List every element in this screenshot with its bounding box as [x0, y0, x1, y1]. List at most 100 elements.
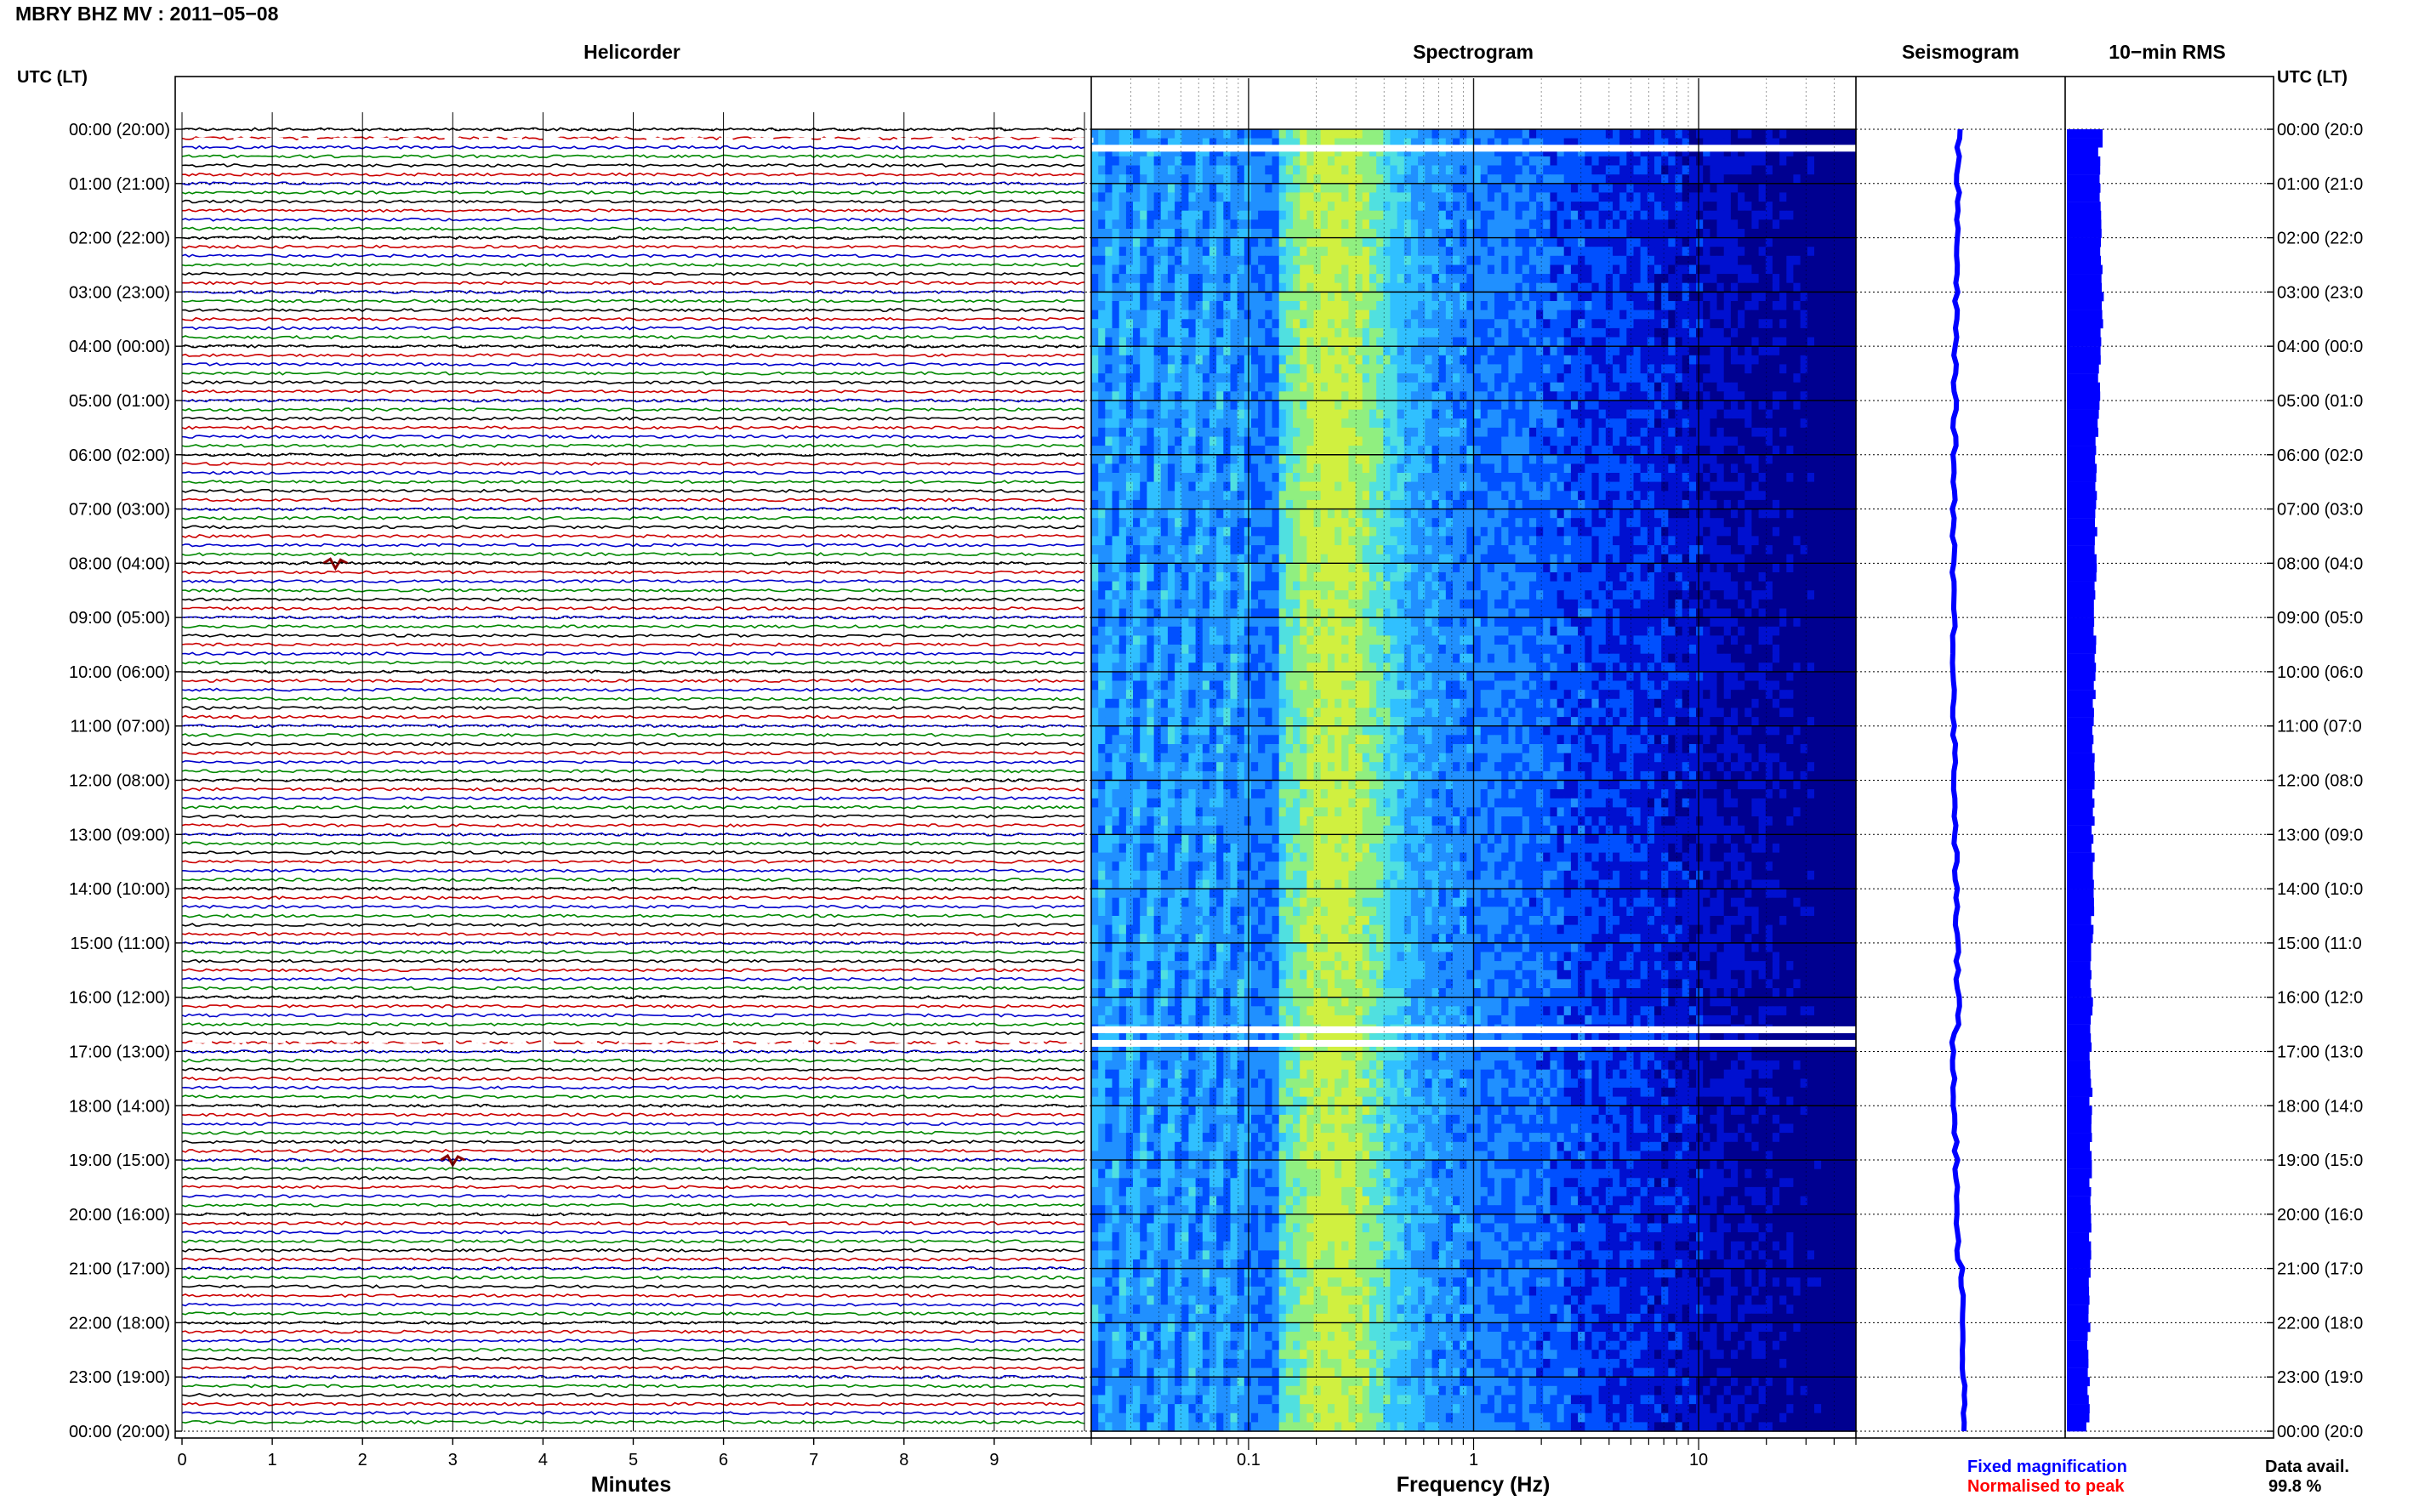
spectrogram-cell — [1383, 138, 1392, 148]
spectrogram-cell — [1355, 219, 1363, 230]
spectrogram-cell — [1460, 509, 1467, 519]
spectrogram-cell — [1494, 401, 1502, 411]
spectrogram-cell — [1654, 129, 1662, 139]
spectrogram-cell — [1814, 427, 1822, 438]
spectrogram-cell — [1480, 364, 1488, 374]
spectrogram-cell — [1466, 481, 1475, 492]
spectrogram-cell — [1585, 292, 1593, 302]
spectrogram-cell — [1793, 509, 1801, 519]
spectrogram-cell — [1501, 364, 1509, 374]
spectrogram-cell — [1563, 418, 1572, 429]
spectrogram-cell — [1682, 473, 1690, 483]
spectrogram-cell — [1327, 382, 1335, 392]
spectrogram-cell — [1515, 156, 1523, 167]
spectrogram-cell — [1765, 391, 1773, 401]
spectrogram-cell — [1167, 463, 1175, 474]
spectrogram-cell — [1473, 229, 1482, 239]
spectrogram-cell — [1751, 327, 1760, 338]
spectrogram-cell — [1675, 174, 1683, 185]
spectrogram-cell — [1828, 247, 1836, 257]
spectrogram-cell — [1536, 499, 1544, 510]
spectrogram-cell — [1335, 147, 1342, 157]
spectrogram-cell — [1341, 427, 1349, 438]
spectrogram-cell — [1835, 210, 1843, 220]
spectrogram-cell — [1445, 346, 1454, 356]
spectrogram-cell — [1480, 255, 1488, 265]
spectrogram-cell — [1528, 436, 1537, 446]
spectrogram-cell — [1431, 192, 1440, 202]
spectrogram-cell — [1528, 382, 1537, 392]
spectrogram-cell — [1738, 473, 1745, 483]
spectrogram-cell — [1550, 292, 1558, 302]
spectrogram-cell — [1668, 473, 1676, 483]
spectrogram-cell — [1251, 319, 1259, 329]
spectrogram-cell — [1626, 499, 1635, 510]
spectrogram-cell — [1390, 138, 1398, 148]
spectrogram-cell — [1848, 247, 1857, 257]
spectrogram-cell — [1654, 282, 1662, 293]
spectrogram-cell — [1570, 192, 1579, 202]
spectrogram-cell — [1730, 319, 1739, 329]
spectrogram-cell — [1793, 327, 1801, 338]
spectrogram-cell — [1175, 499, 1182, 510]
spectrogram-cell — [1786, 301, 1795, 311]
spectrogram-cell — [1480, 418, 1488, 429]
spectrogram-cell — [1306, 183, 1315, 193]
spectrogram-cell — [1125, 229, 1134, 239]
spectrogram-cell — [1716, 129, 1725, 139]
spectrogram-cell — [1682, 499, 1690, 510]
spectrogram-cell — [1821, 255, 1829, 265]
spectrogram-cell — [1091, 147, 1099, 157]
spectrogram-cell — [1278, 138, 1287, 148]
spectrogram-cell — [1758, 138, 1767, 148]
spectrogram-cell — [1807, 165, 1815, 175]
spectrogram-cell — [1710, 255, 1718, 265]
spectrogram-cell — [1654, 391, 1662, 401]
spectrogram-cell — [1091, 202, 1099, 212]
spectrogram-cell — [1244, 436, 1252, 446]
spectrogram-cell — [1410, 183, 1419, 193]
spectrogram-cell — [1786, 436, 1795, 446]
spectrogram-cell — [1147, 491, 1155, 501]
spectrogram-cell — [1723, 219, 1732, 230]
spectrogram-cell — [1814, 202, 1822, 212]
spectrogram-cell — [1410, 202, 1419, 212]
spectrogram-cell — [1730, 183, 1739, 193]
spectrogram-cell — [1118, 301, 1127, 311]
spectrogram-cell — [1647, 337, 1655, 347]
spectrogram-cell — [1313, 165, 1322, 175]
spectrogram-cell — [1216, 192, 1224, 202]
spectrogram-cell — [1543, 274, 1551, 284]
spectrogram-cell — [1536, 210, 1544, 220]
spectrogram-cell — [1418, 319, 1426, 329]
spectrogram-cell — [1167, 327, 1175, 338]
spectrogram-cell — [1480, 237, 1488, 247]
spectrogram-cell — [1528, 165, 1537, 175]
spectrogram-cell — [1591, 237, 1600, 247]
spectrogram-cell — [1230, 274, 1238, 284]
spectrogram-cell — [1508, 274, 1517, 284]
spectrogram-cell — [1362, 301, 1370, 311]
spectrogram-cell — [1487, 282, 1495, 293]
spectrogram-cell — [1814, 418, 1822, 429]
spectrogram-cell — [1251, 147, 1259, 157]
spectrogram-cell — [1723, 174, 1732, 185]
spectrogram-cell — [1528, 373, 1537, 384]
spectrogram-cell — [1397, 237, 1405, 247]
spectrogram-cell — [1251, 138, 1259, 148]
spectrogram-cell — [1515, 192, 1523, 202]
spectrogram-cell — [1230, 391, 1238, 401]
spectrogram-cell — [1209, 202, 1217, 212]
spectrogram-cell — [1355, 301, 1363, 311]
spectrogram-cell — [1390, 274, 1398, 284]
spectrogram-cell — [1508, 327, 1517, 338]
spectrogram-cell — [1425, 518, 1433, 528]
spectrogram-cell — [1348, 129, 1357, 139]
spectrogram-cell — [1397, 509, 1405, 519]
spectrogram-cell — [1195, 337, 1204, 347]
spectrogram-cell — [1570, 499, 1579, 510]
spectrogram-cell — [1369, 229, 1377, 239]
spectrogram-cell — [1300, 310, 1307, 320]
spectrogram-cell — [1265, 481, 1273, 492]
spectrogram-cell — [1654, 156, 1662, 167]
